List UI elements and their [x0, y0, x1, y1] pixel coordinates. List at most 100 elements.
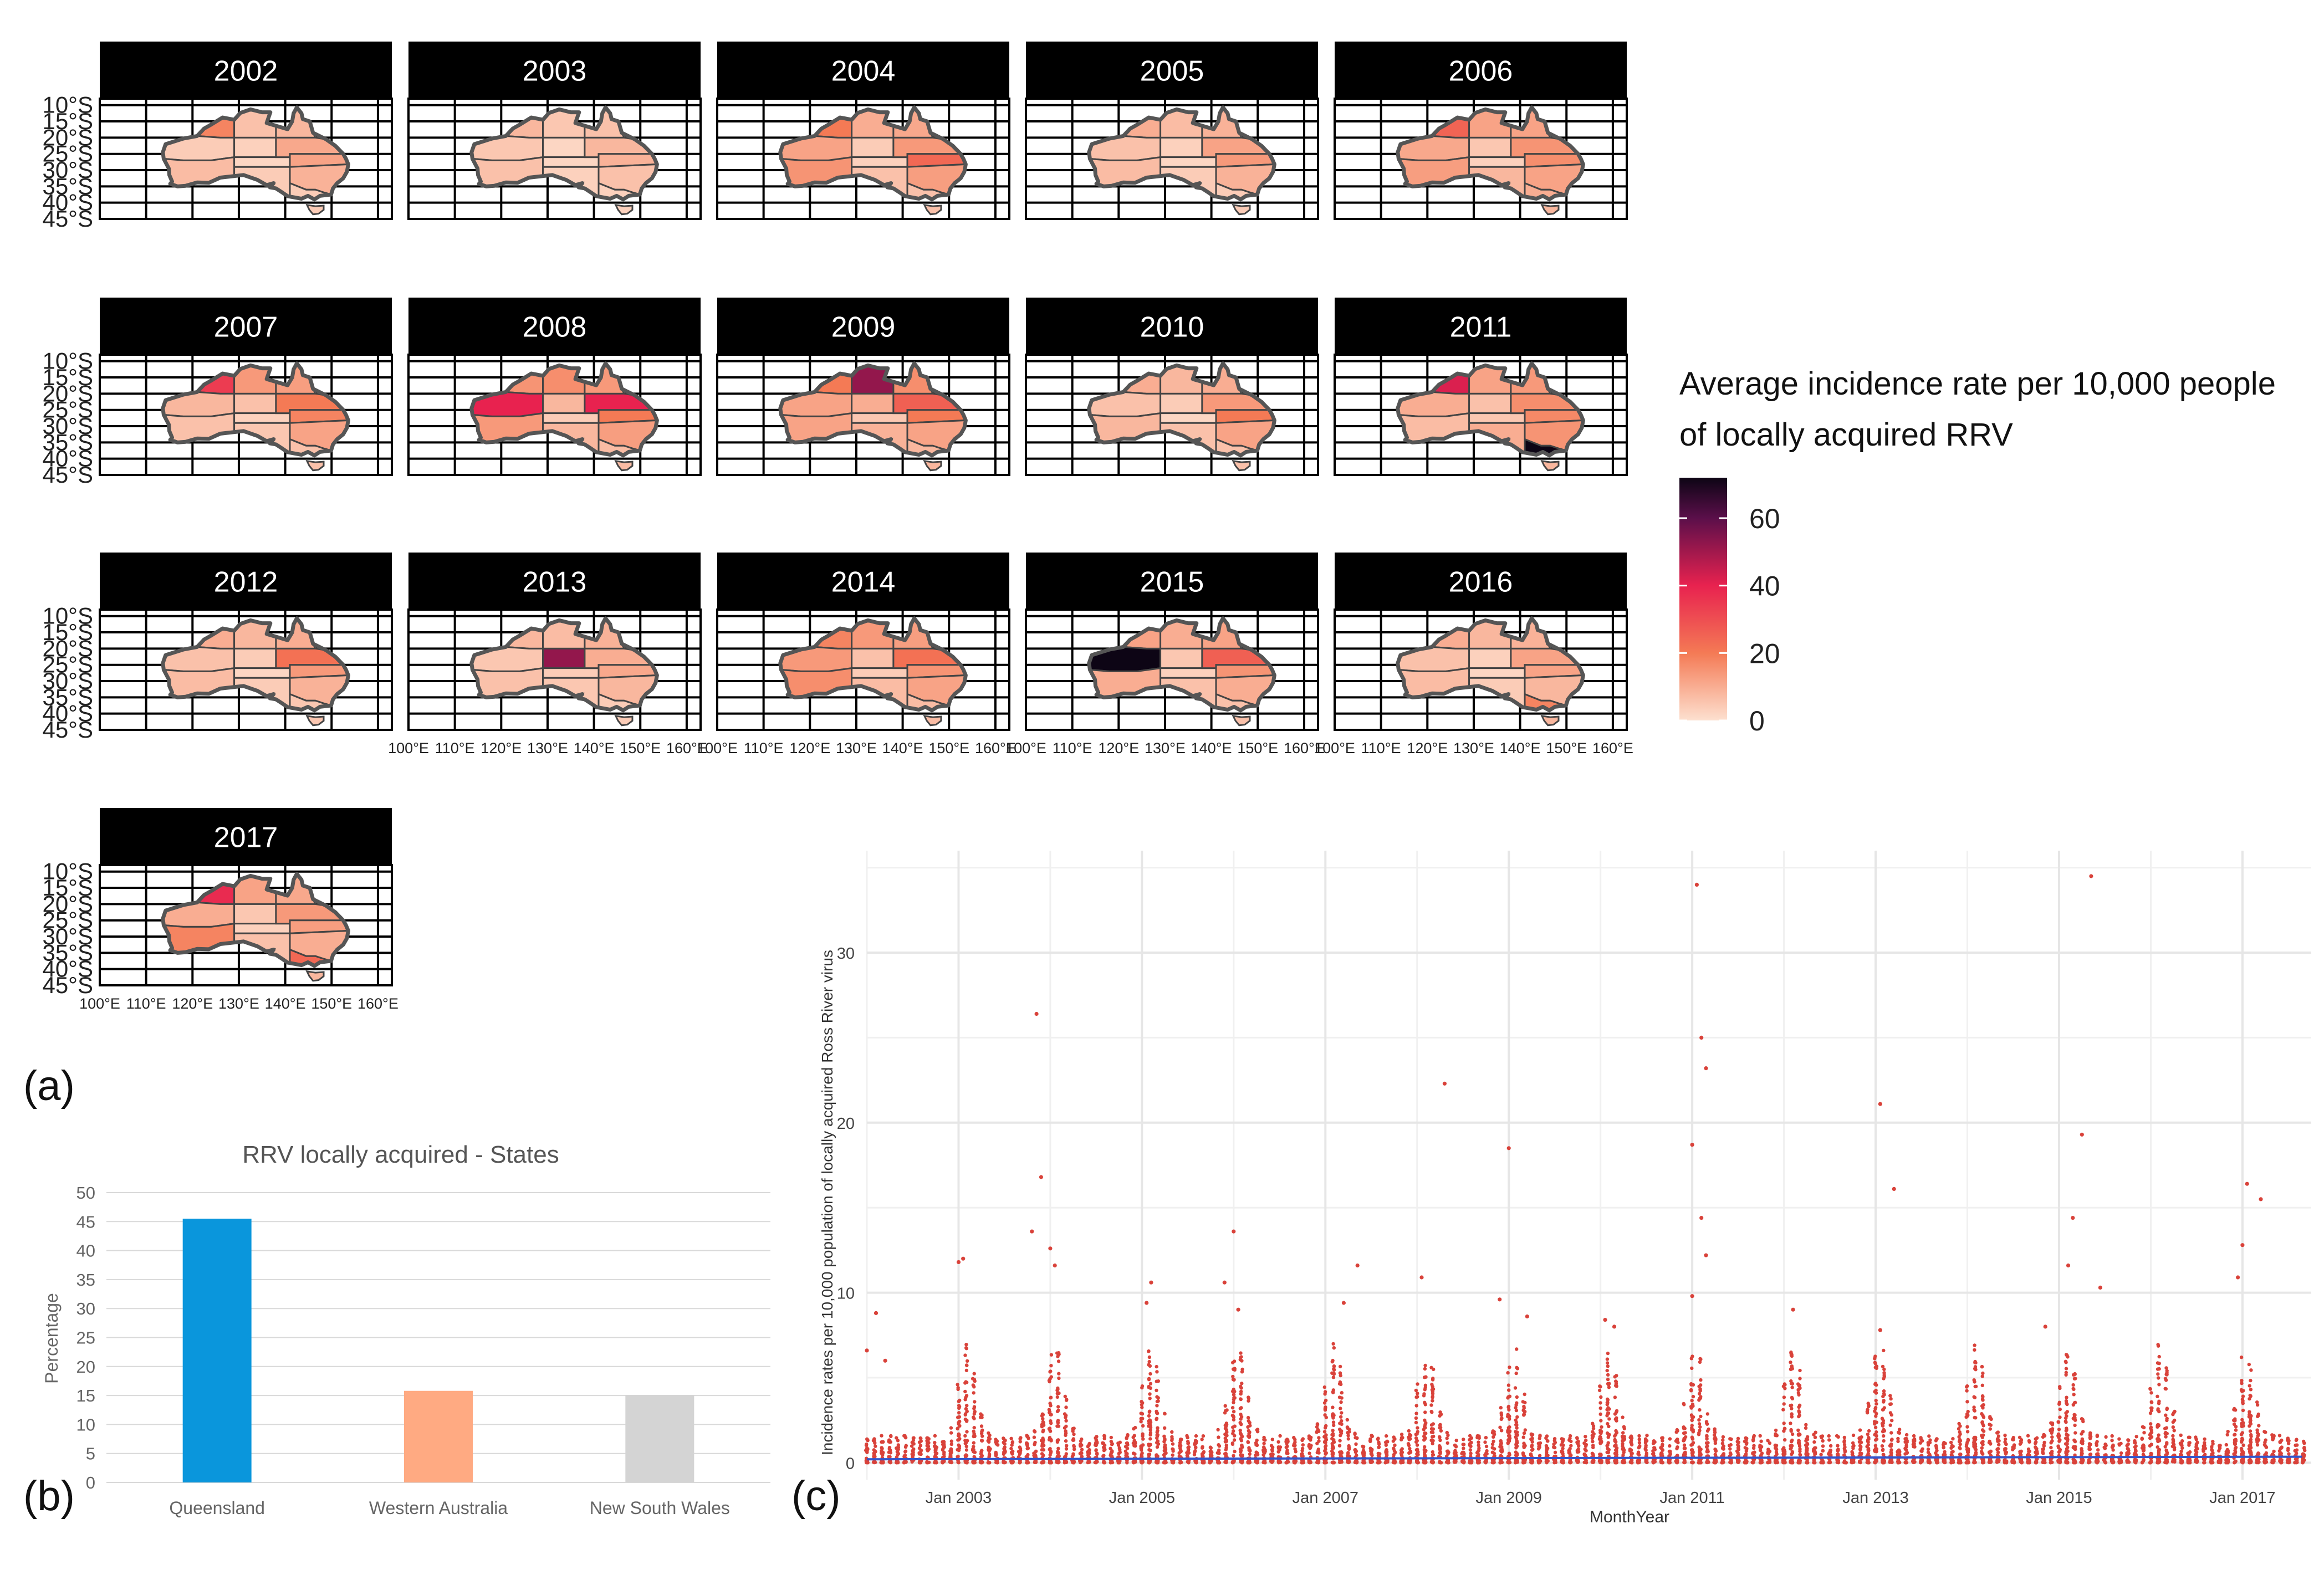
- scatter-point: [1805, 1442, 1810, 1446]
- scatter-point: [1606, 1443, 1610, 1447]
- lat-tick-label: 20°S: [42, 124, 93, 150]
- scatter-point: [1949, 1461, 1953, 1465]
- scatter-point: [1590, 1436, 1595, 1440]
- scatter-point: [1490, 1446, 1494, 1450]
- scatter-point: [1337, 1382, 1342, 1386]
- scatter-point: [1438, 1447, 1442, 1451]
- scatter-point: [1613, 1439, 1617, 1443]
- facet-label: 2009: [831, 311, 896, 344]
- scatter-point: [1215, 1451, 1219, 1455]
- scatter-point: [1322, 1385, 1326, 1389]
- scatter-point: [1798, 1368, 1802, 1373]
- scatter-point: [1522, 1461, 1526, 1465]
- scatter-point: [1995, 1447, 1999, 1451]
- scatter-point: [1860, 1435, 1863, 1439]
- scatter-point: [1630, 1451, 1634, 1455]
- scatter-point: [1813, 1452, 1817, 1456]
- scatter-point: [1033, 1429, 1036, 1433]
- scatter-point: [986, 1439, 990, 1443]
- scatter-point: [1033, 1443, 1036, 1446]
- scatter-point: [1133, 1425, 1137, 1430]
- scatter-point: [1697, 1418, 1701, 1422]
- scatter-ylabel: Incidence rates per 10,000 population of…: [819, 950, 836, 1455]
- scatter-point: [1827, 1451, 1831, 1455]
- scatter-point: [1697, 1422, 1702, 1426]
- scatter-point: [972, 1407, 976, 1410]
- scatter-point: [1476, 1459, 1480, 1463]
- scatter-point: [1873, 1425, 1878, 1429]
- region-sa_north: [1160, 412, 1217, 424]
- scatter-point: [1691, 1404, 1695, 1408]
- scatter-point: [1842, 1435, 1846, 1440]
- scatter-point: [1393, 1450, 1397, 1454]
- scatter-point: [918, 1436, 922, 1440]
- scatter-point: [1462, 1446, 1465, 1450]
- legend-title-line2: of locally acquired RRV: [1679, 417, 2013, 453]
- scatter-point: [1521, 1453, 1525, 1456]
- scatter-point: [1889, 1402, 1893, 1406]
- facet-strip: [408, 42, 701, 99]
- scatter-point: [1621, 1415, 1625, 1419]
- scatter-point: [1873, 1390, 1877, 1394]
- scatter-point: [1973, 1380, 1976, 1384]
- scatter-point: [1828, 1444, 1833, 1448]
- scatter-point: [1217, 1461, 1220, 1465]
- scatter-point: [1903, 1460, 1908, 1465]
- scatter-point: [1064, 1419, 1068, 1423]
- lat-tick-label: 35°S: [42, 684, 93, 710]
- scatter-point: [1186, 1446, 1190, 1450]
- scatter-point: [1653, 1440, 1657, 1444]
- facet-strip: [100, 553, 392, 610]
- scatter-point: [1293, 1447, 1297, 1451]
- scatter-point: [880, 1440, 883, 1444]
- scatter-point: [1544, 1459, 1548, 1463]
- scatter-point: [1276, 1450, 1280, 1454]
- facet-strip: [408, 553, 701, 610]
- map-facet-2013: 2013: [407, 553, 702, 731]
- scatter-point: [1080, 1437, 1084, 1441]
- scatter-point: [1223, 1404, 1227, 1408]
- scatter-point: [1246, 1415, 1250, 1420]
- lat-tick-label: 30°S: [42, 157, 93, 183]
- region-tasmania: [305, 459, 325, 472]
- scatter-point: [1560, 1437, 1564, 1441]
- scatter-point: [1339, 1373, 1342, 1378]
- scatter-point: [1531, 1448, 1535, 1451]
- scatter-point: [1881, 1448, 1885, 1453]
- scatter-point: [966, 1359, 969, 1363]
- region-nt_centre: [233, 903, 277, 925]
- scatter-point: [1605, 1431, 1610, 1435]
- scatter-point: [1056, 1354, 1060, 1358]
- scatter-point: [1041, 1443, 1045, 1447]
- scatter-point: [1988, 1427, 1992, 1431]
- scatter-point: [1232, 1400, 1235, 1404]
- region-tasmania: [305, 203, 325, 216]
- region-nt_centre: [542, 136, 586, 158]
- facet-label: 2008: [523, 311, 587, 344]
- bar-ytick-label: 10: [76, 1415, 95, 1434]
- scatter-point: [1353, 1436, 1357, 1440]
- scatter-point: [1981, 1371, 1985, 1375]
- facet-strip: [717, 42, 1009, 99]
- scatter-point: [1439, 1429, 1443, 1433]
- scatter-point: [1836, 1460, 1840, 1464]
- coastline: [1396, 361, 1585, 458]
- scatter-point: [1178, 1461, 1182, 1465]
- scatter-point: [1201, 1451, 1206, 1455]
- scatter-point: [1584, 1461, 1589, 1465]
- scatter-point: [1981, 1414, 1985, 1418]
- scatter-point: [1988, 1415, 1992, 1419]
- lon-tick-label: 150°E: [311, 995, 352, 1012]
- region-tasmania: [614, 203, 634, 216]
- scatter-point: [1262, 1441, 1266, 1445]
- scatter-point: [1232, 1438, 1237, 1442]
- scatter-point: [1010, 1443, 1014, 1447]
- lon-axis-labels: 100°E 110°E 120°E 130°E 140°E 150°E 160°E: [1314, 740, 1633, 756]
- scatter-point: [1621, 1431, 1625, 1435]
- scatter-point: [1706, 1450, 1710, 1454]
- scatter-point: [1928, 1460, 1932, 1464]
- scatter-point: [1331, 1420, 1336, 1424]
- scatter-point: [971, 1448, 975, 1452]
- scatter-point: [1560, 1460, 1564, 1464]
- scatter-point: [1064, 1439, 1068, 1443]
